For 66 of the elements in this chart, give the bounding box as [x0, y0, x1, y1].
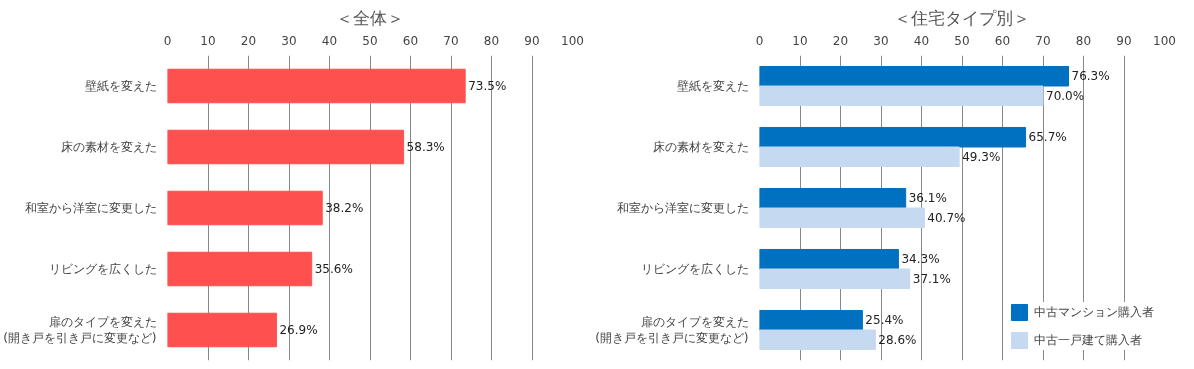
data-label: 25.4% [865, 313, 904, 328]
data-label: 37.1% [912, 271, 951, 286]
x-tick-label: 100 [1153, 33, 1176, 48]
x-tick-label: 40 [321, 33, 338, 48]
y-tick-label: リビングを広くした [48, 262, 157, 276]
bar [759, 65, 1070, 87]
data-label: 36.1% [908, 191, 947, 206]
data-label: 40.7% [927, 210, 966, 225]
data-label: 28.6% [878, 332, 917, 347]
bar [759, 207, 925, 229]
data-label: 26.9% [279, 323, 318, 337]
bar [167, 129, 405, 165]
x-tick-label: 0 [755, 33, 764, 48]
y-tick-label: 床の素材を変えた [652, 140, 749, 154]
data-label: 58.3% [406, 140, 445, 154]
bar [167, 68, 466, 104]
bar [759, 146, 960, 168]
bar [759, 268, 911, 290]
bar [167, 251, 313, 287]
chart-title: ＜住宅タイプ別＞ [894, 7, 1030, 28]
x-tick-label: 50 [362, 33, 378, 48]
y-tick-label: 壁紙を変えた [84, 79, 157, 93]
bar [759, 309, 863, 331]
x-tick-label: 100 [561, 33, 584, 48]
data-label: 38.2% [325, 201, 364, 215]
y-tick-label: 和室から洋室に変更した [616, 201, 749, 215]
bar [759, 126, 1027, 148]
x-tick-label: 40 [913, 33, 930, 48]
x-tick-label: 10 [792, 33, 808, 48]
x-tick-label: 20 [832, 33, 849, 48]
x-tick-label: 60 [994, 33, 1011, 48]
bar [167, 312, 277, 348]
bar [167, 190, 323, 226]
x-tick-label: 80 [483, 33, 500, 48]
y-tick-label: リビングを広くした [640, 262, 749, 276]
legend-label: 中古マンション購入者 [1034, 303, 1154, 321]
y-tick-label: 壁紙を変えた [676, 79, 749, 93]
x-tick-label: 90 [1116, 33, 1132, 48]
data-label: 49.3% [962, 149, 1001, 164]
x-tick-label: 30 [281, 33, 297, 48]
chart-title: ＜全体＞ [336, 7, 404, 28]
x-tick-label: 30 [873, 33, 889, 48]
bar [759, 187, 907, 209]
data-label: 35.6% [314, 262, 353, 276]
x-tick-label: 90 [524, 33, 540, 48]
data-label: 76.3% [1071, 69, 1110, 84]
x-tick-label: 70 [443, 33, 459, 48]
legend-label: 中古一戸建て購入者 [1034, 331, 1142, 349]
x-tick-label: 50 [954, 33, 970, 48]
bar [759, 329, 876, 351]
y-tick-label: 扉のタイプを変えた (開き戸を引き戸に変更など) [595, 314, 749, 346]
bar [759, 248, 899, 270]
y-tick-label: 和室から洋室に変更した [24, 201, 157, 215]
data-label: 34.3% [901, 252, 940, 267]
data-label: 70.0% [1046, 88, 1085, 103]
data-label: 65.7% [1028, 130, 1067, 145]
y-tick-label: 扉のタイプを変えた (開き戸を引き戸に変更など) [3, 314, 157, 346]
x-tick-label: 70 [1035, 33, 1051, 48]
x-tick-label: 20 [240, 33, 257, 48]
x-tick-label: 10 [200, 33, 216, 48]
y-tick-label: 床の素材を変えた [60, 140, 157, 154]
data-label: 73.5% [468, 79, 507, 93]
bar [759, 85, 1044, 107]
x-tick-label: 60 [402, 33, 419, 48]
x-tick-label: 0 [163, 33, 172, 48]
x-tick-label: 80 [1075, 33, 1092, 48]
